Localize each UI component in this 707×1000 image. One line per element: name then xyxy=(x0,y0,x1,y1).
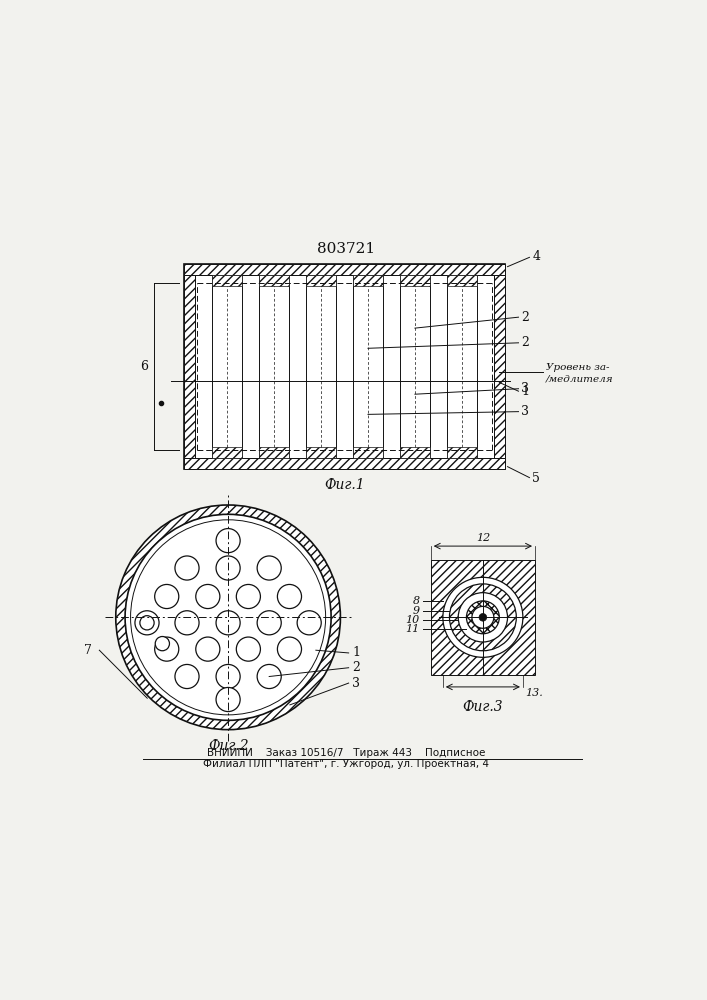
Circle shape xyxy=(140,616,154,630)
Circle shape xyxy=(135,611,159,635)
Circle shape xyxy=(472,606,494,628)
Circle shape xyxy=(236,637,260,661)
Circle shape xyxy=(155,584,179,609)
Polygon shape xyxy=(400,447,430,458)
Circle shape xyxy=(257,611,281,635)
Polygon shape xyxy=(212,275,242,286)
Polygon shape xyxy=(185,264,505,275)
Text: 7: 7 xyxy=(84,644,93,657)
Text: 2: 2 xyxy=(353,661,361,674)
Polygon shape xyxy=(494,275,505,458)
Polygon shape xyxy=(306,447,336,458)
Circle shape xyxy=(216,611,240,635)
Text: Фиг.1: Фиг.1 xyxy=(325,478,365,492)
Circle shape xyxy=(196,584,220,609)
Text: 3: 3 xyxy=(521,405,530,418)
Text: Уровень за-: Уровень за- xyxy=(546,363,609,372)
Polygon shape xyxy=(212,447,242,458)
Polygon shape xyxy=(212,275,242,458)
Circle shape xyxy=(216,556,240,580)
Circle shape xyxy=(479,613,486,621)
Text: 10: 10 xyxy=(406,615,420,625)
Circle shape xyxy=(156,637,170,651)
Circle shape xyxy=(443,577,523,657)
Circle shape xyxy=(216,664,240,689)
Text: 2: 2 xyxy=(521,336,529,349)
Polygon shape xyxy=(259,275,289,286)
Circle shape xyxy=(277,584,301,609)
Polygon shape xyxy=(431,560,535,675)
Text: 3: 3 xyxy=(353,677,361,690)
Polygon shape xyxy=(306,275,336,286)
Circle shape xyxy=(216,529,240,553)
Circle shape xyxy=(155,637,179,661)
Text: 8: 8 xyxy=(413,596,420,606)
Polygon shape xyxy=(400,275,430,286)
Circle shape xyxy=(458,593,508,642)
Text: 6: 6 xyxy=(140,360,148,373)
Polygon shape xyxy=(447,275,477,458)
Text: 13.: 13. xyxy=(525,688,544,698)
Text: 3: 3 xyxy=(521,382,530,395)
Circle shape xyxy=(196,637,220,661)
Text: 5: 5 xyxy=(532,472,540,485)
Text: 4: 4 xyxy=(532,250,540,263)
Text: Фиг.3: Фиг.3 xyxy=(462,700,503,714)
Polygon shape xyxy=(185,458,505,469)
Circle shape xyxy=(131,520,326,715)
Text: ВНИИПИ    Заказ 10516/7   Тираж 443    Подписное: ВНИИПИ Заказ 10516/7 Тираж 443 Подписное xyxy=(206,748,485,758)
Text: 11: 11 xyxy=(406,624,420,634)
Circle shape xyxy=(175,611,199,635)
Polygon shape xyxy=(447,447,477,458)
Polygon shape xyxy=(259,275,289,458)
Polygon shape xyxy=(353,275,383,286)
Circle shape xyxy=(216,687,240,712)
Polygon shape xyxy=(195,275,494,458)
Circle shape xyxy=(175,664,199,689)
Polygon shape xyxy=(447,275,477,286)
Text: Фиг.2: Фиг.2 xyxy=(208,739,248,753)
Circle shape xyxy=(125,514,331,720)
Circle shape xyxy=(450,584,516,651)
Text: 1: 1 xyxy=(353,646,361,659)
Circle shape xyxy=(297,611,321,635)
Text: Филиал ПЛП "Патент", г. Ужгород, ул. Проектная, 4: Филиал ПЛП "Патент", г. Ужгород, ул. Про… xyxy=(203,759,489,769)
Polygon shape xyxy=(353,275,383,458)
Polygon shape xyxy=(185,275,195,458)
Polygon shape xyxy=(353,447,383,458)
Circle shape xyxy=(236,584,260,609)
Circle shape xyxy=(467,601,499,634)
Text: 9: 9 xyxy=(413,606,420,616)
Circle shape xyxy=(116,505,341,730)
Text: /медлителя: /медлителя xyxy=(546,374,614,383)
Polygon shape xyxy=(259,447,289,458)
Circle shape xyxy=(175,556,199,580)
Polygon shape xyxy=(306,275,336,458)
Circle shape xyxy=(257,664,281,689)
Text: 12: 12 xyxy=(476,533,490,543)
Text: 803721: 803721 xyxy=(317,242,375,256)
Text: 2: 2 xyxy=(521,311,529,324)
Polygon shape xyxy=(400,275,430,458)
Circle shape xyxy=(257,556,281,580)
Circle shape xyxy=(277,637,301,661)
Text: 1: 1 xyxy=(521,385,530,398)
